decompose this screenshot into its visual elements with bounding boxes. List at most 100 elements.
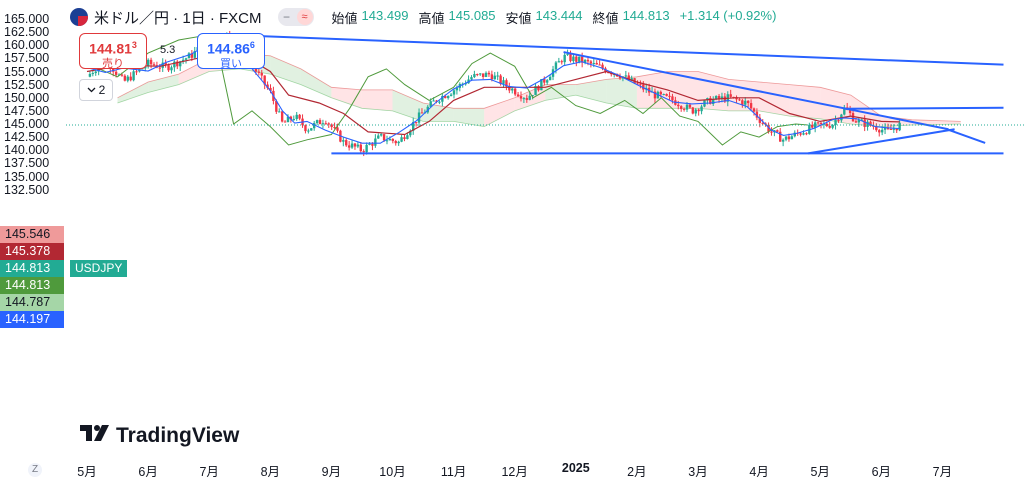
candle-body	[275, 100, 278, 112]
candle-body	[592, 62, 596, 64]
time-axis-label: 10月	[379, 465, 406, 479]
time-axis-label: 9月	[321, 465, 342, 479]
auto-scale-button[interactable]: Z	[28, 463, 42, 477]
candle-body	[280, 111, 284, 122]
candle-body	[473, 74, 476, 78]
trendline	[948, 128, 986, 144]
candle-body	[595, 62, 598, 65]
candle-body	[391, 138, 395, 142]
candle-body	[420, 112, 424, 114]
candle-body	[371, 143, 374, 146]
candle-body	[455, 87, 459, 91]
candle-body	[679, 106, 683, 109]
candle-body	[825, 123, 829, 127]
cloud-segment	[575, 79, 607, 103]
candle-body	[682, 108, 686, 110]
chart-style-toggle[interactable]: − ≈	[277, 8, 314, 26]
candle-body	[744, 100, 747, 105]
candle-body	[837, 119, 840, 121]
candle-body	[545, 80, 549, 83]
candle-body	[403, 137, 406, 140]
candle-body	[385, 140, 389, 142]
candle-body	[860, 119, 863, 121]
candle-body	[141, 68, 144, 70]
candle-body	[720, 96, 724, 100]
buy-button[interactable]: 144.866 買い	[197, 33, 265, 70]
candle-body	[528, 95, 531, 100]
candle-body	[310, 128, 313, 131]
candle-body	[432, 100, 435, 102]
candle-body	[819, 122, 823, 125]
candle-body	[569, 53, 572, 62]
candle-body	[94, 71, 97, 74]
usd-jpy-flag-icon	[70, 8, 88, 26]
candle-body	[834, 119, 837, 125]
candle-body	[365, 144, 368, 153]
candle-body	[333, 127, 336, 129]
candle-body	[685, 104, 689, 110]
candle-body	[784, 136, 788, 140]
time-axis-label: 5月	[810, 465, 830, 479]
candle-body	[295, 114, 298, 119]
price-axis-label: 157.500	[4, 51, 50, 66]
open-label: 始値	[331, 10, 358, 26]
price-axis-label: 135.000	[4, 169, 50, 184]
candle-body	[377, 135, 380, 139]
cloud-segment	[392, 89, 424, 122]
candle-body	[149, 59, 153, 65]
candle-body	[749, 103, 753, 109]
candle-body	[875, 126, 878, 131]
buy-price: 144.866	[198, 36, 264, 58]
candle-body	[452, 90, 456, 95]
candle-body	[190, 53, 194, 58]
candle-body	[639, 83, 642, 85]
sell-button[interactable]: 144.813 売り	[79, 33, 147, 70]
candle-body	[618, 76, 622, 79]
time-axis-label: 2025	[561, 461, 590, 475]
candle-body	[490, 74, 494, 80]
candle-body	[522, 98, 526, 100]
symbol-title[interactable]: 米ドル／円 · 1日 · FXCM	[94, 9, 262, 27]
price-axis-label: 147.500	[4, 103, 50, 118]
candle-body	[519, 96, 523, 99]
candle-body	[537, 86, 540, 91]
candle-body	[895, 128, 898, 131]
trendline	[844, 106, 1004, 110]
candle-body	[787, 136, 791, 140]
cloud-segment	[300, 68, 332, 98]
candle-body	[781, 139, 785, 142]
candle-body	[312, 123, 316, 129]
candle-body	[144, 66, 147, 69]
sell-price: 144.813	[80, 36, 146, 58]
candle-body	[499, 75, 502, 84]
minus-icon[interactable]: −	[282, 10, 290, 24]
candle-body	[848, 109, 852, 114]
time-axis-label: 8月	[260, 465, 281, 479]
price-axis-label: 152.500	[4, 77, 50, 92]
candle-body	[534, 86, 537, 96]
trendline	[563, 51, 949, 131]
spread-value: 5.3	[160, 44, 176, 56]
time-axis-label: 4月	[749, 465, 769, 479]
candle-body	[479, 73, 482, 75]
candle-body	[327, 123, 330, 125]
candle-body	[805, 133, 808, 135]
candle-body	[580, 56, 584, 63]
cloud-segment	[789, 84, 821, 119]
candle-body	[898, 122, 901, 131]
approx-icon[interactable]: ≈	[296, 9, 313, 25]
candle-body	[496, 75, 499, 77]
tradingview-logo-text: TradingView	[116, 424, 240, 447]
chevron-down-icon	[87, 87, 96, 93]
candle-body	[318, 120, 322, 125]
candle-body	[525, 98, 529, 100]
candle-body	[508, 86, 511, 91]
candle-body	[831, 124, 834, 128]
candle-body	[709, 98, 712, 104]
collapse-indicators-button[interactable]: 2	[79, 79, 113, 101]
candle-body	[642, 84, 645, 90]
price-axis-label: 145.000	[4, 117, 50, 131]
candle-body	[493, 75, 496, 80]
candle-body	[589, 61, 593, 64]
